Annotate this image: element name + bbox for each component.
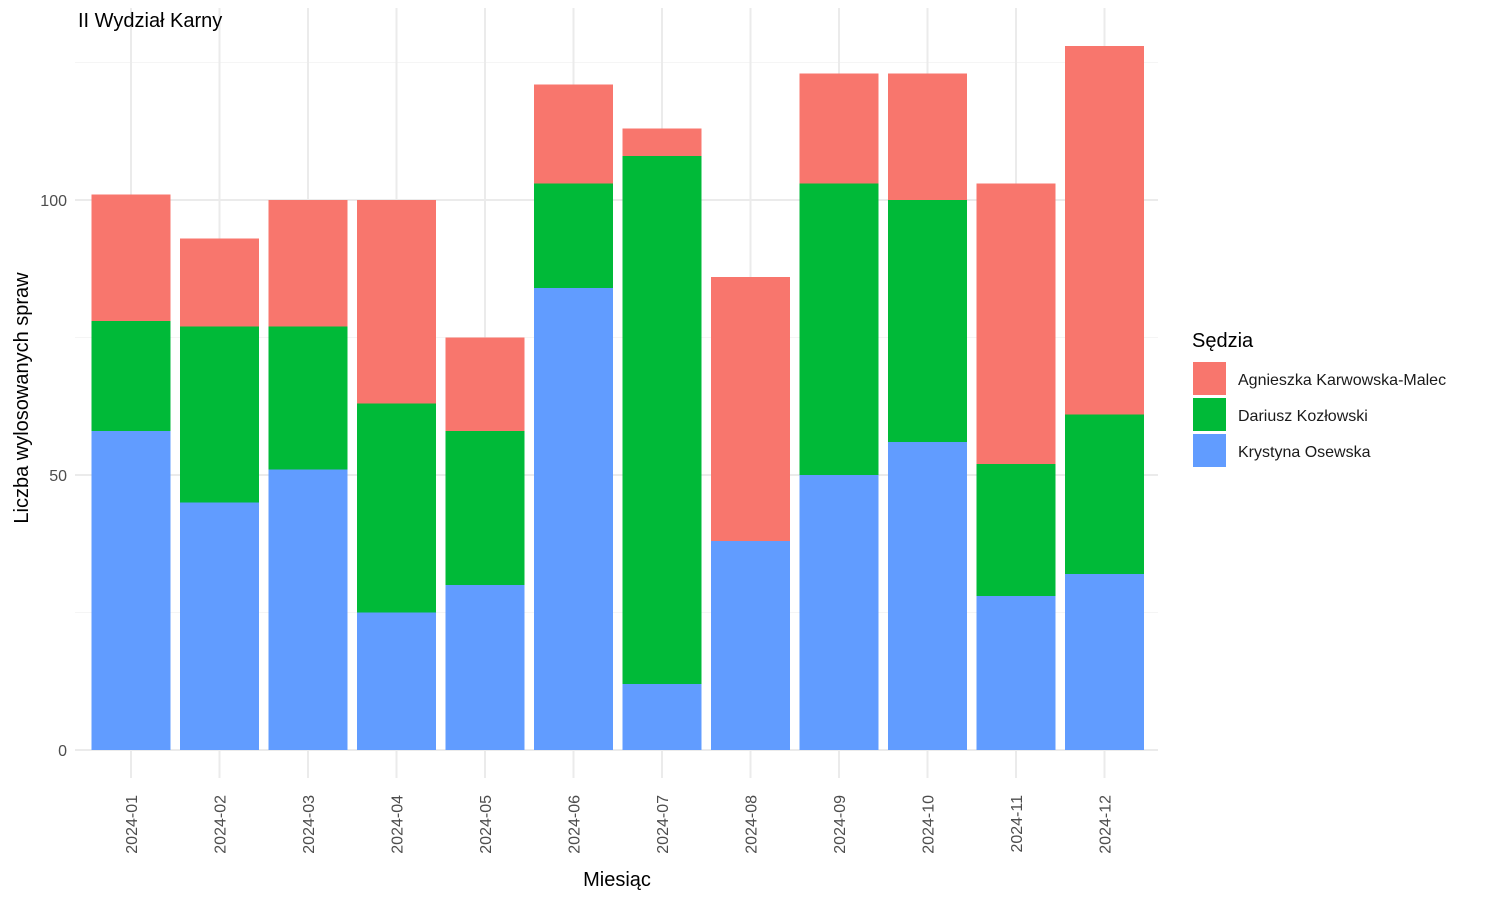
bar-segment: 2024-05 — Agnieszka Karwowska-Malec: 17 [445, 337, 525, 431]
x-tick-label: 2024-11 [1009, 795, 1026, 853]
bar-segment: 2024-06 — Krystyna Osewska: 84 [534, 288, 613, 750]
x-tick-label: 2024-10 [921, 795, 938, 854]
bar-segment: 2024-06 — Agnieszka Karwowska-Malec: 18 [534, 84, 613, 184]
bar-segment: 2024-07 — Krystyna Osewska: 12 [622, 684, 702, 750]
x-tick-label: 2024-04 [390, 795, 407, 854]
chart-title: II Wydział Karny [78, 10, 222, 32]
x-axis-ticks: 2024-01 2024-02 2024-03 2024-04 2024-05 2024-… [124, 795, 1115, 854]
x-tick-label: 2024-12 [1098, 795, 1115, 854]
bar-segment: 2024-10 — Krystyna Osewska: 56 [888, 442, 967, 750]
bar-segment: 2024-12 — Krystyna Osewska: 32 [1065, 574, 1144, 750]
bar-segment: 2024-07 — Agnieszka Karwowska-Malec: 5 [622, 128, 702, 156]
bar-segment: 2024-08 — Agnieszka Karwowska-Malec: 48 [711, 277, 790, 541]
y-axis-title: Liczba wylosowanych spraw [11, 272, 33, 524]
legend-items: Agnieszka Karwowska-Malec Dariusz Kozłows… [1193, 362, 1446, 467]
x-tick-label: 2024-07 [655, 795, 672, 854]
bar-segment: 2024-09 — Dariusz Kozłowski: 53 [799, 183, 879, 475]
x-tick-label: 2024-02 [213, 795, 230, 854]
bar-segment: 2024-03 — Krystyna Osewska: 51 [268, 469, 348, 750]
bar-segment: 2024-11 — Agnieszka Karwowska-Malec: 51 [976, 183, 1056, 464]
bar-segment: 2024-03 — Agnieszka Karwowska-Malec: 23 [268, 200, 348, 327]
y-tick-label: 50 [49, 468, 67, 485]
legend-swatch [1193, 362, 1226, 395]
x-tick-label: 2024-06 [567, 795, 584, 854]
bar-segment: 2024-09 — Agnieszka Karwowska-Malec: 20 [799, 73, 879, 184]
y-tick-label: 100 [40, 193, 67, 210]
legend-label: Krystyna Osewska [1238, 444, 1371, 461]
bar-segment: 2024-06 — Dariusz Kozłowski: 19 [534, 183, 613, 288]
x-axis-title: Miesiąc [583, 869, 651, 891]
x-tick-label: 2024-09 [832, 795, 849, 854]
bar-segment: 2024-04 — Krystyna Osewska: 25 [357, 612, 436, 750]
bar-segment: 2024-02 — Krystyna Osewska: 45 [180, 502, 259, 750]
legend-swatch [1193, 434, 1226, 467]
y-axis-ticks: 0 50 100 [40, 193, 67, 760]
legend-label: Agnieszka Karwowska-Malec [1238, 372, 1446, 389]
bar-segment: 2024-02 — Dariusz Kozłowski: 32 [180, 326, 259, 503]
bar-segment: 2024-07 — Dariusz Kozłowski: 96 [622, 156, 702, 684]
bar-segment: 2024-05 — Dariusz Kozłowski: 28 [445, 431, 525, 585]
bar-segment: 2024-03 — Dariusz Kozłowski: 26 [268, 326, 348, 470]
bar-segment: 2024-01 — Krystyna Osewska: 58 [91, 431, 171, 750]
bar-segment: 2024-04 — Dariusz Kozłowski: 38 [357, 403, 436, 613]
bar-segment: 2024-01 — Dariusz Kozłowski: 20 [91, 321, 171, 431]
x-tick-label: 2024-01 [124, 795, 141, 854]
bar-segment: 2024-01 — Agnieszka Karwowska-Malec: 23 [91, 194, 171, 321]
bar-segment: 2024-08 — Krystyna Osewska: 38 [711, 541, 790, 750]
legend-title: Sędzia [1192, 330, 1254, 352]
y-tick-label: 0 [58, 743, 67, 760]
legend-label: Dariusz Kozłowski [1238, 408, 1368, 425]
bar-segment: 2024-10 — Dariusz Kozłowski: 44 [888, 200, 967, 442]
legend-swatch [1193, 398, 1226, 431]
bars: 2024-01 — Krystyna Osewska: 582024-01 — … [91, 46, 1144, 750]
bar-segment: 2024-09 — Krystyna Osewska: 50 [799, 475, 879, 750]
bar-segment: 2024-05 — Krystyna Osewska: 30 [445, 585, 525, 750]
bar-segment: 2024-12 — Dariusz Kozłowski: 29 [1065, 414, 1144, 574]
bar-segment: 2024-02 — Agnieszka Karwowska-Malec: 16 [180, 238, 259, 327]
x-tick-label: 2024-03 [301, 795, 318, 854]
legend: Sędzia Agnieszka Karwowska-Malec Dariusz … [1192, 330, 1446, 467]
bar-segment: 2024-04 — Agnieszka Karwowska-Malec: 37 [357, 200, 436, 404]
x-tick-label: 2024-05 [478, 795, 495, 854]
bar-segment: 2024-12 — Agnieszka Karwowska-Malec: 67 [1065, 46, 1144, 415]
bar-segment: 2024-11 — Krystyna Osewska: 28 [976, 596, 1056, 750]
bar-segment: 2024-10 — Agnieszka Karwowska-Malec: 23 [888, 73, 967, 200]
bar-segment: 2024-11 — Dariusz Kozłowski: 24 [976, 464, 1056, 596]
x-tick-label: 2024-08 [744, 795, 761, 854]
